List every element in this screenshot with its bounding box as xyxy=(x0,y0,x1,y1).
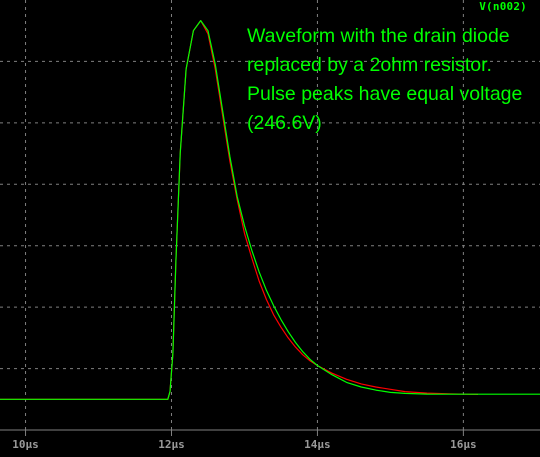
series-line-green[interactable] xyxy=(0,20,540,400)
annotation-line: replaced by a 2ohm resistor. xyxy=(247,54,492,76)
trace-label-vn002[interactable]: V(n002) xyxy=(479,0,527,13)
annotation-text: Waveform with the drain diode replaced b… xyxy=(247,22,537,138)
x-tick-label: 16µs xyxy=(450,438,477,451)
series-layer xyxy=(0,20,540,400)
x-tick-label: 10µs xyxy=(12,438,39,451)
annotation-line: (246.6V) xyxy=(247,112,322,134)
x-tick-label: 12µs xyxy=(158,438,185,451)
tick-layer: 10µs 12µs 14µs 16µs xyxy=(0,429,540,451)
x-tick-label: 14µs xyxy=(304,438,331,451)
annotation-line: Pulse peaks have equal voltage xyxy=(247,83,523,105)
annotation-line: Waveform with the drain diode xyxy=(247,25,510,47)
grid-layer xyxy=(0,0,540,430)
